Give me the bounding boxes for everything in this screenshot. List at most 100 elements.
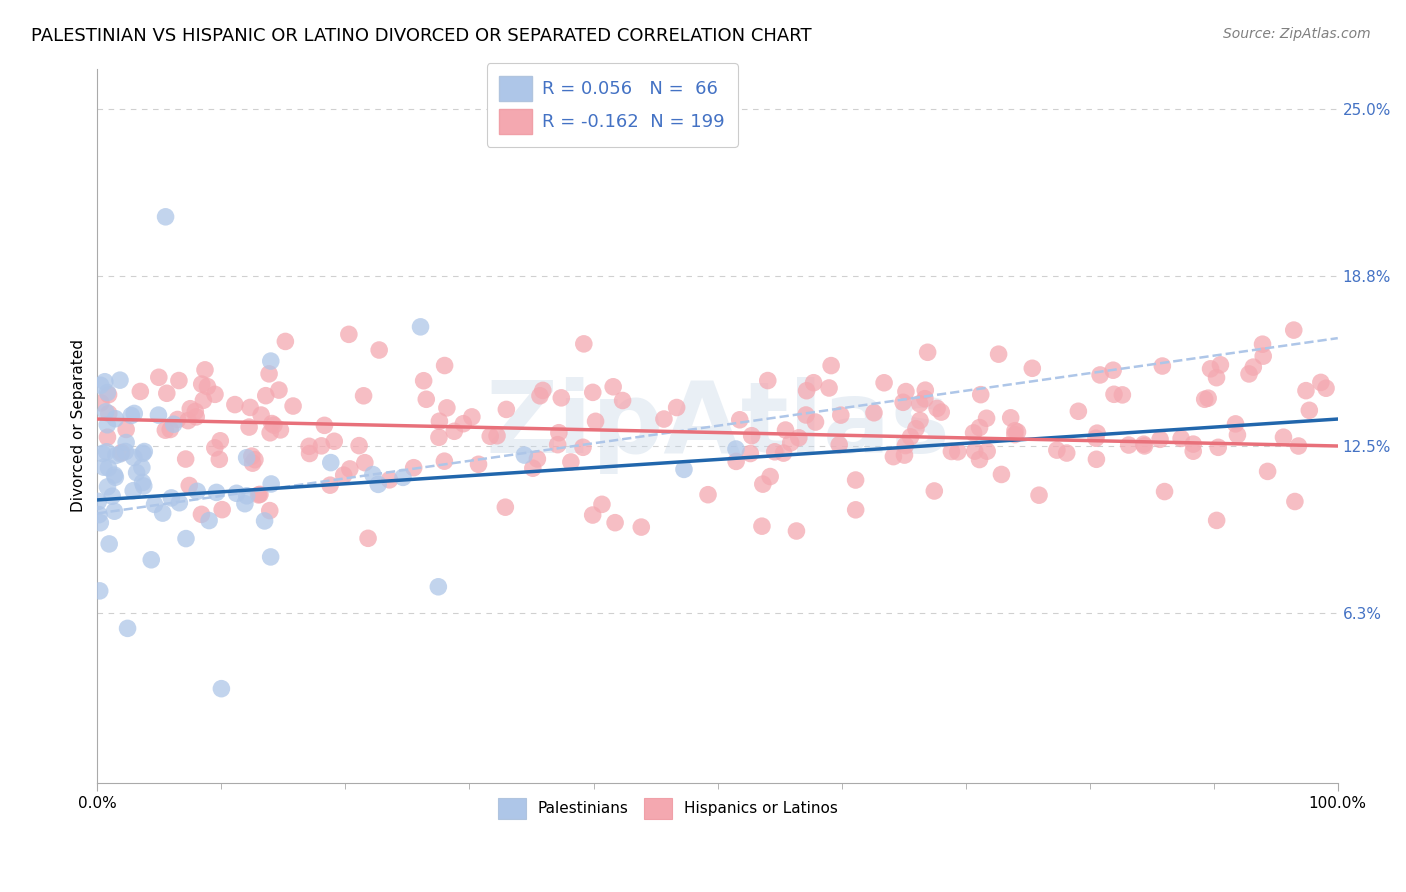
Point [914, 383, 936, 397]
Point [752, 477, 775, 491]
Point [129, 384, 152, 399]
Point [845, 503, 868, 517]
Point [332, 468, 354, 483]
Point [976, 411, 998, 425]
Point [117, 621, 139, 635]
Point [209, 681, 232, 696]
Point [90, 378, 112, 392]
Point [111, 445, 134, 459]
Point [260, 354, 283, 368]
Point [728, 413, 751, 427]
Point [763, 444, 786, 458]
Point [665, 401, 688, 415]
Point [98, 537, 121, 551]
Point [547, 437, 569, 451]
Point [193, 393, 215, 408]
Point [319, 456, 342, 470]
Point [1225, 417, 1247, 431]
Point [1102, 387, 1125, 401]
Point [103, 504, 125, 518]
Point [963, 444, 986, 458]
Point [529, 389, 551, 403]
Point [253, 514, 276, 528]
Point [1205, 370, 1227, 384]
Point [96, 480, 118, 494]
Point [179, 401, 201, 416]
Point [873, 376, 896, 390]
Point [131, 460, 153, 475]
Point [863, 406, 886, 420]
Point [160, 491, 183, 505]
Point [259, 425, 281, 440]
Point [115, 435, 138, 450]
Point [240, 449, 263, 463]
Point [159, 423, 181, 437]
Point [929, 405, 952, 419]
Point [91, 446, 114, 460]
Point [436, 401, 458, 415]
Point [314, 418, 336, 433]
Point [976, 444, 998, 458]
Point [845, 473, 868, 487]
Point [260, 477, 283, 491]
Point [260, 417, 283, 431]
Point [267, 383, 290, 397]
Point [751, 519, 773, 533]
Point [603, 516, 626, 530]
Point [759, 469, 782, 483]
Point [582, 508, 605, 522]
Point [495, 402, 517, 417]
Point [891, 395, 914, 409]
Point [347, 439, 370, 453]
Point [1226, 428, 1249, 442]
Point [1284, 494, 1306, 508]
Point [87, 508, 110, 522]
Point [779, 435, 801, 450]
Point [249, 487, 271, 501]
Point [1118, 438, 1140, 452]
Point [1004, 424, 1026, 438]
Point [1251, 349, 1274, 363]
Point [787, 431, 810, 445]
Point [917, 345, 939, 359]
Point [443, 425, 465, 439]
Point [357, 531, 380, 545]
Point [97, 460, 120, 475]
Point [97, 407, 120, 421]
Point [1021, 361, 1043, 376]
Point [908, 397, 931, 411]
Point [1257, 464, 1279, 478]
Point [257, 367, 280, 381]
Point [167, 374, 190, 388]
Point [820, 359, 842, 373]
Point [904, 422, 927, 436]
Point [969, 452, 991, 467]
Point [1182, 444, 1205, 458]
Point [368, 343, 391, 357]
Point [893, 448, 915, 462]
Point [190, 508, 212, 522]
Point [894, 384, 917, 399]
Point [1084, 431, 1107, 445]
Point [209, 434, 232, 448]
Point [263, 418, 285, 433]
Point [392, 470, 415, 484]
Point [1197, 391, 1219, 405]
Point [433, 359, 456, 373]
Point [697, 488, 720, 502]
Point [174, 452, 197, 467]
Point [969, 420, 991, 434]
Point [89, 516, 111, 530]
Point [1170, 432, 1192, 446]
Point [337, 327, 360, 342]
Point [367, 477, 389, 491]
Point [1085, 426, 1108, 441]
Point [1315, 381, 1337, 395]
Point [132, 446, 155, 460]
Point [94, 375, 117, 389]
Point [122, 406, 145, 420]
Point [1272, 430, 1295, 444]
Point [134, 444, 156, 458]
Point [1004, 427, 1026, 442]
Point [1194, 392, 1216, 407]
